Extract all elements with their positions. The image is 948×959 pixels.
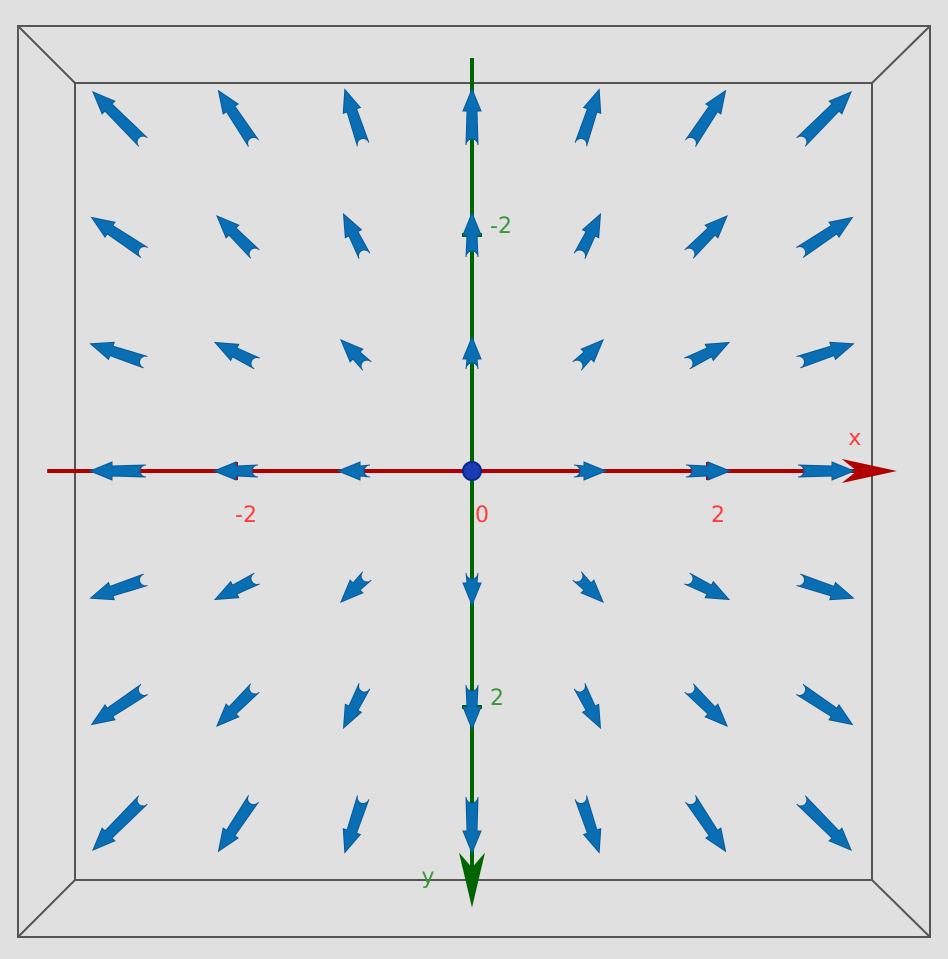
vector xyxy=(573,683,602,730)
vector xyxy=(796,573,855,601)
vector xyxy=(89,341,148,369)
vector xyxy=(685,461,732,481)
vector xyxy=(796,341,855,369)
vector xyxy=(685,795,727,853)
vector xyxy=(213,572,260,601)
vector xyxy=(796,216,854,258)
vector xyxy=(342,795,370,854)
vector xyxy=(573,461,608,481)
vector xyxy=(342,88,370,147)
x-tick-label: -2 xyxy=(235,503,257,528)
vector xyxy=(462,796,482,855)
vector xyxy=(91,795,148,852)
vector xyxy=(573,212,602,259)
vector xyxy=(462,87,482,146)
x-axis-label: x xyxy=(848,426,861,451)
vector xyxy=(684,572,731,601)
vector xyxy=(91,90,148,147)
vector xyxy=(572,338,605,371)
vector xyxy=(336,461,371,481)
vector xyxy=(462,572,482,607)
x-tick-label: 2 xyxy=(711,503,725,528)
vector xyxy=(342,683,371,730)
vector xyxy=(217,89,259,147)
vector xyxy=(342,212,371,259)
vector xyxy=(462,335,482,370)
vector xyxy=(213,341,260,370)
vector xyxy=(572,571,605,604)
vector xyxy=(574,88,602,147)
vector xyxy=(88,461,147,481)
y-tick-label: -2 xyxy=(490,214,512,239)
x-tick-label: 0 xyxy=(475,503,489,528)
vector xyxy=(684,214,729,259)
vector xyxy=(684,683,729,728)
y-axis-label: y xyxy=(421,865,434,890)
vector xyxy=(462,211,482,258)
vector xyxy=(574,795,602,854)
vector xyxy=(462,461,482,481)
vector xyxy=(684,341,731,370)
vector xyxy=(215,683,260,728)
vector xyxy=(339,571,372,604)
y-tick-label: 2 xyxy=(490,686,504,711)
vector xyxy=(462,684,482,731)
vector xyxy=(90,684,148,726)
vector xyxy=(796,684,854,726)
vector xyxy=(90,216,148,258)
x-axis-arrow xyxy=(841,459,897,483)
vector xyxy=(797,461,856,481)
vector xyxy=(685,89,727,147)
y-axis-arrow xyxy=(459,852,485,908)
vector xyxy=(212,461,259,481)
vector xyxy=(796,90,853,147)
vector xyxy=(796,795,853,852)
vector xyxy=(217,795,259,853)
vector xyxy=(339,338,372,371)
vector xyxy=(215,214,260,259)
vector xyxy=(89,573,148,601)
